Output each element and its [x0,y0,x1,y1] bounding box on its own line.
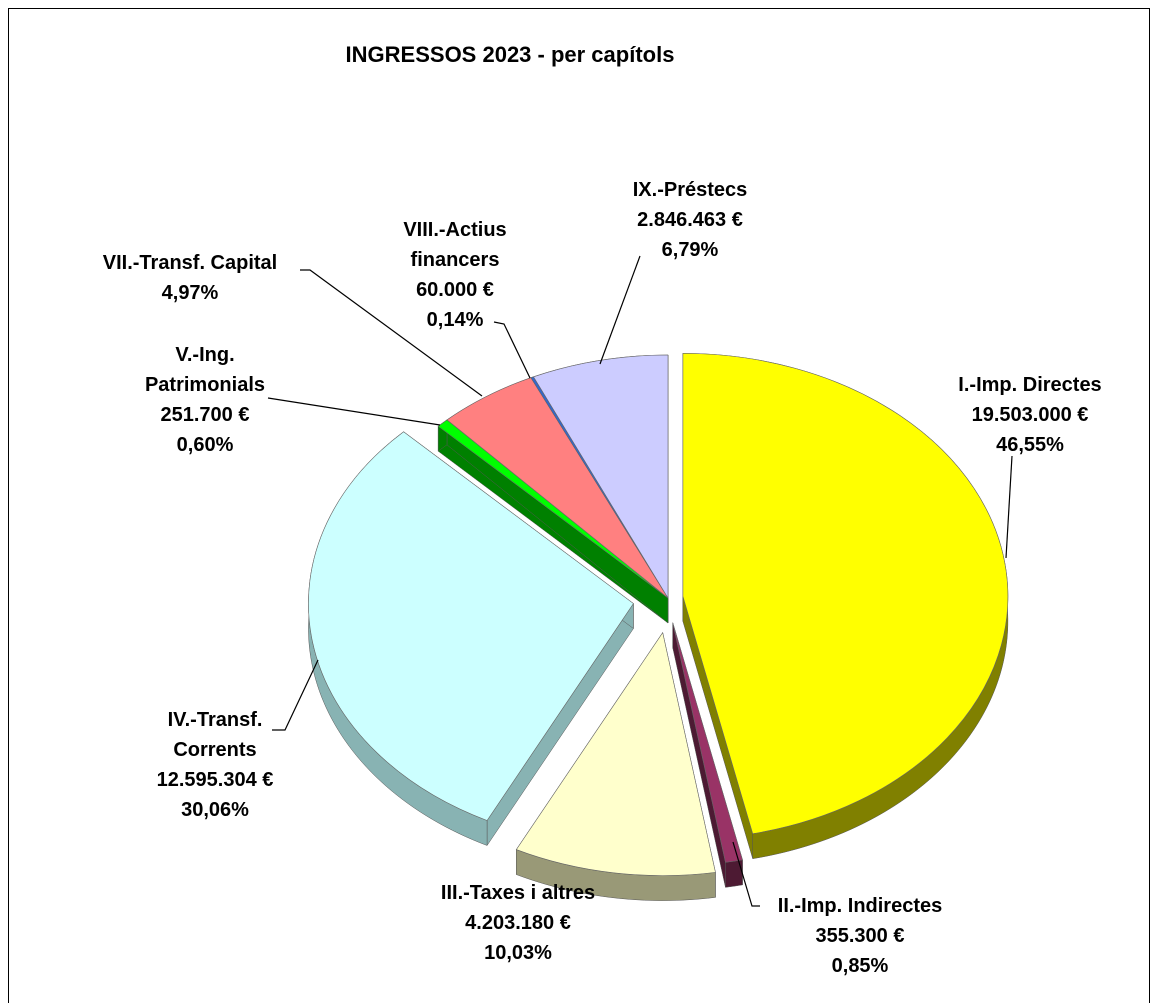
slice [533,354,669,600]
amount-label: 2.846.463 € [637,209,743,231]
slice-label: III.-Taxes i altres 4.203.180 € 10,03% [441,878,595,968]
slice-label: I.-Imp. Directes 19.503.000 € 46,55% [958,370,1101,460]
slice [515,631,716,876]
leader-line [1005,455,1013,559]
category-label: VIII.-Actius financers [403,219,507,271]
leaders [267,255,1013,907]
slice-label: IV.-Transf. Corrents 12.595.304 € 30,06% [150,705,280,825]
category-label: V.-Ing. Patrimonials [144,344,266,396]
slice-label: VII.-Transf. Capital 4,97% [103,248,277,308]
leader-line [267,397,441,426]
chart-title: INGRESSOS 2023 - per capítols [345,42,675,67]
percent-label: 0,14% [426,309,484,331]
leader-line [300,269,483,397]
percent-label: 4,97% [161,282,219,304]
percent-label: 10,03% [484,942,552,964]
amount-label: 60.000 € [416,279,494,301]
slice [308,431,634,821]
slice-label: IX.-Préstecs 2.846.463 € 6,79% [633,175,748,265]
amount-label: 12.595.304 € [156,769,274,791]
leader-line [272,659,319,731]
slice-label: VIII.-Actius financers 60.000 € 0,14% [385,215,525,335]
percent-label: 6,79% [661,239,719,261]
amount-label: 4.203.180 € [465,912,571,934]
percent-label: 30,06% [181,799,249,821]
amount-label: 19.503.000 € [971,404,1089,426]
percent-label: 0,85% [831,955,889,977]
amount-label: 355.300 € [815,925,905,947]
leader-line [493,321,531,379]
category-label: IV.-Transf. Corrents [167,709,263,761]
percent-label: 0,60% [176,434,234,456]
category-label: III.-Taxes i altres [440,882,596,904]
category-label: II.-Imp. Indirectes [777,895,943,917]
amount-label: 251.700 € [160,404,250,426]
category-label: VII.-Transf. Capital [102,252,278,274]
slice [682,353,1009,835]
slice-label: II.-Imp. Indirectes 355.300 € 0,85% [778,891,942,981]
category-label: I.-Imp. Directes [958,374,1102,396]
category-label: IX.-Préstecs [632,179,748,201]
percent-label: 46,55% [996,434,1064,456]
frame [8,8,1150,1003]
slice [672,622,743,863]
leader-line [732,841,760,907]
leader-line [599,255,641,365]
slice-label: V.-Ing. Patrimonials 251.700 € 0,60% [130,340,280,460]
